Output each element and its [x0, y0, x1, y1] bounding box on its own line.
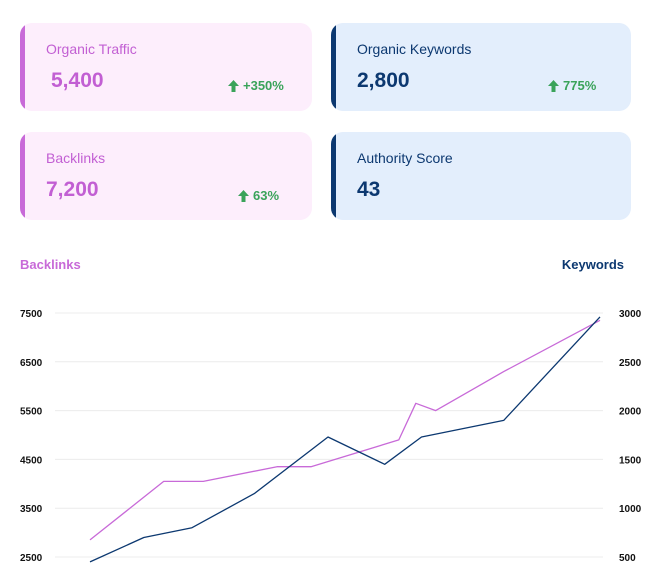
- card-change: 63%: [238, 188, 279, 203]
- left-axis-title: Backlinks: [20, 257, 81, 272]
- right-tick-label: 1500: [619, 455, 642, 466]
- left-tick-label: 3500: [20, 504, 43, 515]
- left-tick-label: 2500: [20, 553, 43, 564]
- metric-card-organic-traffic: Organic Traffic 5,400 +350%: [20, 23, 312, 111]
- card-label: Organic Keywords: [357, 41, 472, 57]
- card-change-value: +350%: [243, 78, 284, 93]
- card-value: 43: [357, 178, 381, 201]
- card-change: 775%: [548, 78, 596, 93]
- card-change: +350%: [228, 78, 284, 93]
- card-value: 5,400: [51, 69, 104, 92]
- right-tick-label: 1000: [619, 504, 642, 515]
- metric-card-backlinks: Backlinks 7,200 63%: [20, 132, 312, 220]
- card-label: Organic Traffic: [46, 41, 137, 57]
- right-tick-label: 2500: [619, 358, 642, 369]
- left-tick-label: 4500: [20, 455, 43, 466]
- arrow-up-icon: [238, 189, 249, 202]
- left-tick-label: 5500: [20, 407, 43, 418]
- card-accent-bar: [20, 132, 25, 220]
- card-value: 2,800: [357, 69, 410, 92]
- metric-card-organic-keywords: Organic Keywords 2,800 775%: [331, 23, 631, 111]
- arrow-up-icon: [228, 79, 239, 92]
- right-tick-label: 3000: [619, 309, 642, 320]
- card-label: Backlinks: [46, 150, 106, 166]
- series-line-keywords: [89, 316, 601, 563]
- card-label: Authority Score: [357, 150, 453, 166]
- card-change-value: 63%: [253, 188, 280, 203]
- card-value: 7,200: [46, 178, 99, 201]
- metric-card-authority-score: Authority Score 43: [331, 132, 631, 220]
- left-tick-label: 7500: [20, 309, 43, 320]
- right-tick-label: 2000: [619, 407, 642, 418]
- card-accent-bar: [20, 23, 25, 111]
- card-accent-bar: [331, 23, 336, 111]
- card-change-value: 775%: [563, 78, 597, 93]
- card-accent-bar: [331, 132, 336, 220]
- series-line-backlinks: [89, 319, 601, 541]
- arrow-up-icon: [548, 79, 559, 92]
- right-tick-label: 500: [619, 553, 636, 564]
- left-tick-label: 6500: [20, 358, 43, 369]
- right-axis-title: Keywords: [561, 257, 624, 272]
